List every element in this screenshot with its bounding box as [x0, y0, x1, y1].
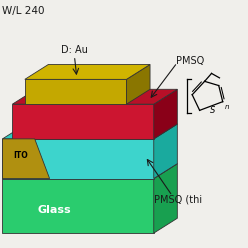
Polygon shape: [154, 164, 177, 233]
Polygon shape: [12, 89, 177, 104]
Polygon shape: [154, 124, 177, 179]
Polygon shape: [12, 104, 154, 139]
Polygon shape: [2, 179, 154, 233]
Text: Glass: Glass: [38, 205, 71, 215]
Text: PMSQ: PMSQ: [176, 56, 204, 66]
Text: D: Au: D: Au: [61, 45, 88, 55]
Text: W/L 240: W/L 240: [2, 6, 45, 16]
Polygon shape: [2, 124, 177, 139]
Polygon shape: [2, 139, 154, 179]
Polygon shape: [154, 89, 177, 139]
Text: n: n: [225, 104, 229, 110]
Text: S: S: [210, 106, 215, 116]
Text: ITO: ITO: [14, 151, 29, 159]
Polygon shape: [2, 139, 50, 179]
Text: PMSQ (thi: PMSQ (thi: [154, 195, 202, 205]
Polygon shape: [2, 164, 177, 179]
Polygon shape: [25, 79, 126, 104]
Polygon shape: [25, 64, 150, 79]
Polygon shape: [126, 64, 150, 104]
